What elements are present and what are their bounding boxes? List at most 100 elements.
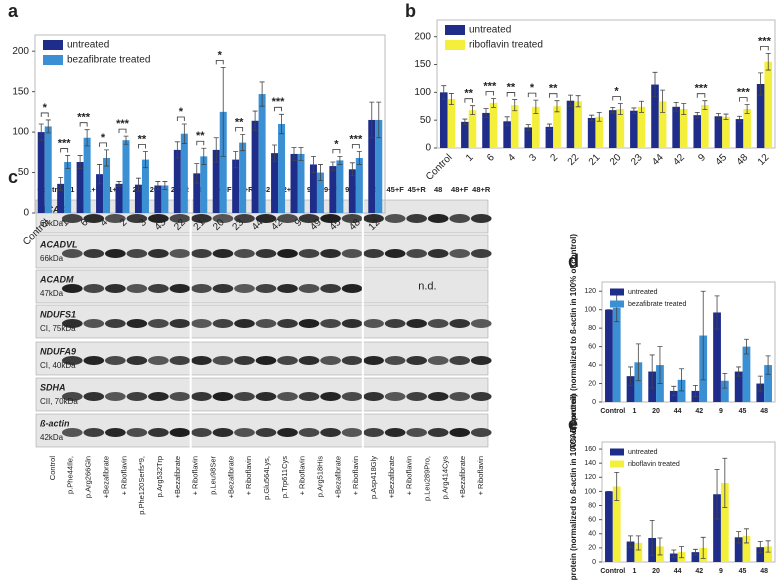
row-label: ACADVL [39,239,78,249]
sample-label: +Bezafibrate [101,456,110,498]
error-bar [181,123,187,144]
blot-band [470,428,492,437]
bar [232,159,240,213]
legend-label: bezafibrate treated [67,55,150,66]
y-tick-label: 40 [588,531,596,538]
y-axis-label: ACAD9 protein (normalized to ß-actin in … [569,394,578,582]
x-tick-label: 1 [632,408,636,415]
blot-band [427,392,449,401]
blot-band [169,428,191,437]
row-label: ACAD9 [39,204,71,214]
x-tick-label: 48 [760,408,768,415]
bar [693,115,702,148]
blot-band [341,284,363,293]
row-size: 47kDa [40,289,64,298]
blot-band [191,319,212,328]
blot-band [298,284,320,293]
bar [756,383,765,402]
error-bar [38,123,44,141]
bar [375,119,383,213]
blot-band [191,284,212,293]
blot-band [277,392,298,401]
x-tick-label: 45 [714,152,730,168]
error-bar [194,163,200,184]
y-tick-label: 0 [592,559,596,566]
error-bar [554,100,560,113]
blot-band [126,319,148,328]
significance-bracket [760,45,769,51]
sample-label: p.Trp611Cys [280,456,289,498]
blot-band [126,249,148,258]
sample-label: + Riboflavin [298,456,307,495]
blot-band [427,214,449,223]
significance-bracket [235,127,244,132]
bar [651,84,659,148]
significance-label: ** [196,130,205,142]
significance-label: *** [758,35,772,47]
significance-bracket [612,96,621,101]
error-bar [679,368,685,392]
blot-band [105,319,126,328]
blot-band [363,428,384,437]
x-tick-label: 44 [650,152,666,168]
bar [44,126,52,213]
error-bar [692,384,698,397]
blot-band [105,356,126,365]
blot-band [234,356,255,365]
error-bar [65,155,71,169]
sample-label: + Riboflavin [351,456,360,495]
bar [212,149,220,213]
bar [532,106,540,148]
error-bar [77,155,83,169]
blot-band [384,249,406,258]
significance-bracket [215,59,224,65]
bar [524,127,533,148]
bar [720,380,729,402]
error-bar [736,531,742,544]
error-bar [614,471,620,501]
blot-band [298,319,320,328]
error-bar [104,149,110,167]
significance-label: *** [695,83,709,95]
not-detected: n.d. [418,280,436,292]
legend-label: riboflavin treated [628,461,680,468]
error-bar [743,528,749,544]
row-size: 69kDa [40,219,64,228]
y-tick-label: 150 [414,59,431,70]
bar [545,126,554,148]
significance-bracket [527,92,537,98]
blot-band [255,214,277,223]
blot-band [105,284,126,293]
row-size: CI, 40kDa [40,361,76,370]
blot-band [83,319,105,328]
sample-label: p.Glu564Lys, [262,456,271,500]
error-bar [512,99,518,112]
blot-band [298,428,320,437]
blot-band [341,319,363,328]
panel-label: e [568,414,578,434]
sample-label: p.Asp418Gly [369,456,378,499]
error-bar [84,129,90,147]
bar [735,119,744,148]
lane-label: 42 [262,185,270,194]
panel-label: c [8,167,18,187]
legend-swatch [43,40,63,50]
legend-label: untreated [67,40,109,51]
blot-band [277,284,298,293]
blot-band [191,249,212,258]
blot-band [148,249,169,258]
x-tick-label: 20 [608,152,624,168]
legend-label: untreated [628,289,658,296]
bar [122,140,130,213]
bar [742,346,751,402]
blot-band [212,428,234,437]
blot-band [191,428,212,437]
blot-band [277,249,298,258]
error-bar [722,372,728,389]
blot-band [427,428,449,437]
blot-band [470,356,492,365]
sample-label: p.Arg414Cys [440,456,449,500]
bar [634,362,643,402]
error-bar [657,346,663,384]
